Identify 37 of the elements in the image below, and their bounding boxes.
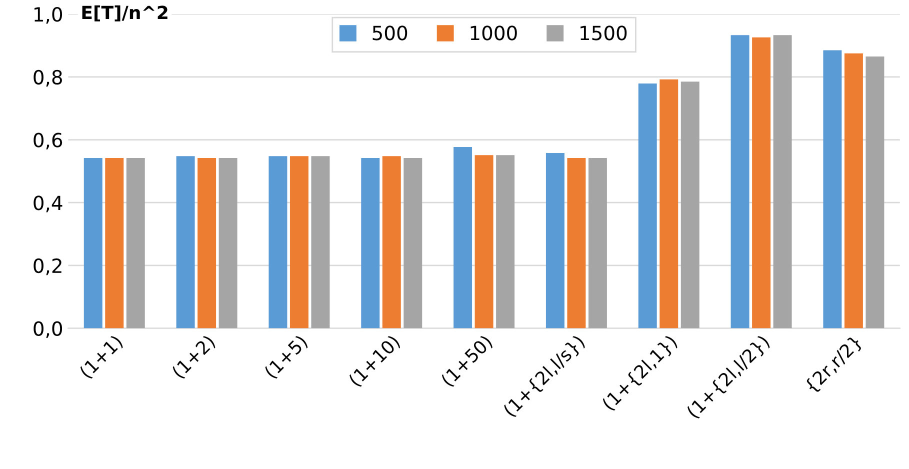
y-tick-label: 0,4 xyxy=(34,196,62,212)
y-tick-label: 0,0 xyxy=(34,321,62,338)
bar xyxy=(752,37,771,328)
bar xyxy=(176,156,195,328)
bar xyxy=(126,158,145,328)
bar xyxy=(844,53,863,328)
bar xyxy=(218,158,238,328)
bar xyxy=(311,156,330,328)
y-tick-label: 0,6 xyxy=(34,132,62,150)
y-tick-label: 1,0 xyxy=(34,7,62,24)
bar xyxy=(546,152,564,328)
bar xyxy=(382,156,401,328)
bar xyxy=(84,158,102,328)
y-axis-title: E[T]/n^2 xyxy=(82,5,168,22)
bar xyxy=(198,158,216,328)
legend-label: 500 xyxy=(372,26,408,40)
bar xyxy=(730,35,750,328)
bar xyxy=(496,155,515,328)
bar xyxy=(474,155,494,328)
y-tick-label: 0,8 xyxy=(34,70,62,87)
bar xyxy=(823,50,842,328)
y-tick-label: 0,2 xyxy=(34,258,62,276)
bar xyxy=(660,79,678,328)
bar xyxy=(361,158,380,328)
legend-label: 1500 xyxy=(580,26,627,40)
bar xyxy=(290,156,308,328)
bar xyxy=(866,56,884,328)
bar xyxy=(680,82,700,328)
bar xyxy=(105,158,124,328)
bar xyxy=(638,84,657,328)
bar xyxy=(404,158,422,328)
bar xyxy=(588,158,607,328)
bar xyxy=(567,158,586,328)
legend-label: 1000 xyxy=(470,26,517,40)
bar xyxy=(454,146,472,328)
bar xyxy=(773,35,792,328)
bar xyxy=(268,156,288,328)
